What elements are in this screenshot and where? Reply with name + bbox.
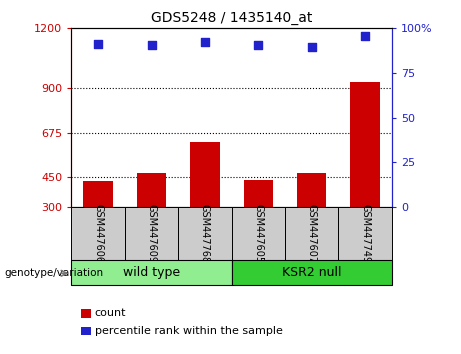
Point xyxy=(361,34,369,39)
Bar xyxy=(178,207,231,260)
Text: GSM447606: GSM447606 xyxy=(93,204,103,263)
Point xyxy=(254,42,262,48)
Bar xyxy=(231,207,285,260)
Bar xyxy=(190,142,219,207)
Bar xyxy=(137,173,166,207)
Text: GSM447605: GSM447605 xyxy=(254,204,263,263)
Bar xyxy=(350,82,380,207)
Bar xyxy=(231,260,392,285)
Bar xyxy=(71,207,125,260)
Bar xyxy=(125,207,178,260)
Text: wild type: wild type xyxy=(123,266,180,279)
Point xyxy=(308,44,315,50)
Point xyxy=(148,42,155,48)
Text: GSM447607: GSM447607 xyxy=(307,204,317,263)
Bar xyxy=(297,173,326,207)
Text: percentile rank within the sample: percentile rank within the sample xyxy=(95,326,283,336)
Bar xyxy=(244,180,273,207)
Point xyxy=(201,39,209,45)
Text: genotype/variation: genotype/variation xyxy=(5,268,104,278)
Title: GDS5248 / 1435140_at: GDS5248 / 1435140_at xyxy=(151,11,313,24)
Text: GSM447768: GSM447768 xyxy=(200,204,210,263)
Bar xyxy=(83,181,113,207)
Text: KSR2 null: KSR2 null xyxy=(282,266,342,279)
Bar xyxy=(285,207,338,260)
Text: count: count xyxy=(95,308,126,318)
Bar xyxy=(338,207,392,260)
Text: GSM447609: GSM447609 xyxy=(147,204,157,263)
Bar xyxy=(71,260,231,285)
Text: GSM447749: GSM447749 xyxy=(360,204,370,263)
Point xyxy=(95,41,102,46)
